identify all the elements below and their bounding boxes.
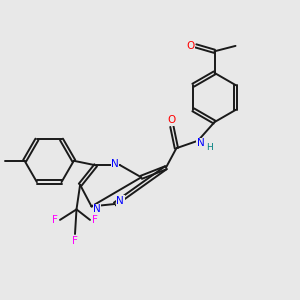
Text: N: N — [116, 196, 124, 206]
Text: N: N — [196, 138, 204, 148]
Text: N: N — [111, 159, 119, 169]
Text: F: F — [52, 215, 58, 225]
Text: N: N — [93, 204, 101, 214]
Text: O: O — [186, 41, 195, 51]
Text: O: O — [168, 115, 176, 125]
Text: F: F — [72, 236, 78, 246]
Text: H: H — [206, 143, 213, 152]
Text: F: F — [92, 215, 98, 225]
